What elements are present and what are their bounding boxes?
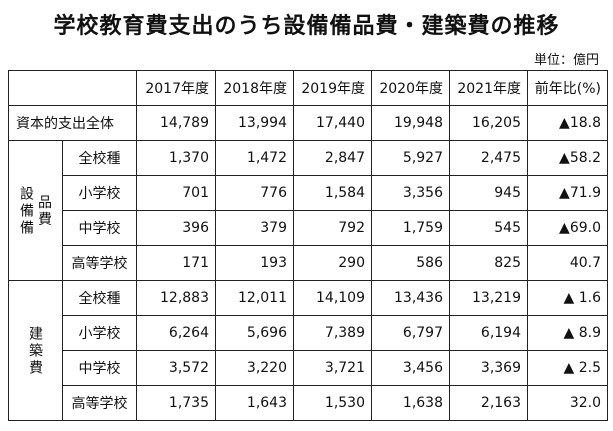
cell-value: 2,475: [449, 140, 528, 176]
cell-value: 379: [215, 210, 294, 246]
cell-value: 5,696: [215, 315, 294, 351]
table-row: 小学校 701 776 1,584 3,356 945 ▲71.9: [9, 175, 608, 211]
cell-value: 3,369: [449, 350, 528, 386]
column-header: 2019年度: [293, 70, 372, 106]
table-body: 資本的支出全体 14,789 13,994 17,440 19,948 16,205 ▲18…: [8, 105, 608, 421]
row-label: 全校種: [62, 280, 137, 316]
table-row: 資本的支出全体 14,789 13,994 17,440 19,948 16,205 ▲18…: [8, 105, 608, 141]
cell-value: 945: [449, 175, 528, 211]
table-row: 建築費 全校種 12,883 12,011 14,109 13,436 13,219 ▲ 1.…: [8, 280, 608, 421]
cell-value: 14,789: [136, 105, 216, 141]
row-group-cell: 品費設備備: [8, 140, 63, 281]
page-title: 学校教育費支出のうち設備備品費・建築費の推移: [53, 14, 560, 39]
row-label: 中学校: [62, 210, 137, 246]
data-table: 2017年度 2018年度 2019年度 2020年度 2021年度 前年比(%…: [8, 70, 608, 421]
column-header: 2017年度: [136, 70, 216, 106]
cell-yoy: ▲ 1.6: [527, 280, 608, 316]
group-label-text: 品費設備備: [20, 186, 52, 236]
cell-value: 6,264: [136, 315, 216, 351]
header-row: 2017年度 2018年度 2019年度 2020年度 2021年度 前年比(%…: [8, 70, 608, 106]
cell-yoy: ▲ 2.5: [527, 350, 608, 386]
cell-value: 13,219: [449, 280, 528, 316]
cell-value: 1,370: [136, 140, 216, 176]
cell-value: 545: [449, 210, 528, 246]
cell-value: 13,436: [371, 280, 450, 316]
column-header: 2018年度: [215, 70, 294, 106]
table-row: 品費設備備 全校種 1,370 1,472 2,847 5,927 2,475 ▲58.2: [8, 140, 608, 281]
cell-value: 171: [136, 245, 216, 281]
cell-value: 776: [215, 175, 294, 211]
cell-value: 3,220: [215, 350, 294, 386]
cell-value: 396: [136, 210, 216, 246]
table-row: 中学校 396 379 792 1,759 545 ▲69.0: [9, 210, 608, 246]
cell-value: 19,948: [371, 105, 450, 141]
table-row: 高等学校 1,735 1,643 1,530 1,638 2,163 32.0: [9, 385, 608, 421]
cell-value: 5,927: [371, 140, 450, 176]
cell-value: 3,356: [371, 175, 450, 211]
cell-value: 1,584: [293, 175, 372, 211]
column-header: 2020年度: [371, 70, 450, 106]
cell-yoy: 32.0: [527, 385, 608, 421]
cell-value: 586: [371, 245, 450, 281]
cell-value: 1,530: [293, 385, 372, 421]
cell-value: 17,440: [293, 105, 372, 141]
cell-value: 193: [215, 245, 294, 281]
row-label: 高等学校: [62, 245, 137, 281]
cell-value: 3,456: [371, 350, 450, 386]
cell-value: 3,572: [136, 350, 216, 386]
cell-value: 1,643: [215, 385, 294, 421]
row-label: 中学校: [62, 350, 137, 386]
cell-value: 2,163: [449, 385, 528, 421]
cell-value: 16,205: [449, 105, 528, 141]
cell-yoy: ▲58.2: [527, 140, 608, 176]
cell-value: 3,721: [293, 350, 372, 386]
cell-value: 6,194: [449, 315, 528, 351]
cell-value: 2,847: [293, 140, 372, 176]
cell-value: 12,883: [136, 280, 216, 316]
row-label: 高等学校: [62, 385, 137, 421]
cell-value: 7,389: [293, 315, 372, 351]
cell-value: 1,735: [136, 385, 216, 421]
corner-cell: [8, 70, 137, 106]
cell-value: 1,759: [371, 210, 450, 246]
cell-value: 1,638: [371, 385, 450, 421]
row-label: 全校種: [62, 140, 137, 176]
cell-value: 6,797: [371, 315, 450, 351]
cell-value: 1,472: [215, 140, 294, 176]
cell-value: 290: [293, 245, 372, 281]
group-label-text: 建築費: [29, 326, 43, 376]
group-label: 建築費: [29, 326, 43, 376]
row-label: 資本的支出全体: [8, 105, 137, 141]
cell-yoy: ▲71.9: [527, 175, 608, 211]
cell-value: 14,109: [293, 280, 372, 316]
cell-value: 701: [136, 175, 216, 211]
cell-value: 13,994: [215, 105, 294, 141]
group-label: 品費設備備: [20, 186, 52, 236]
cell-yoy: ▲18.8: [527, 105, 608, 141]
column-header: 前年比(%): [527, 70, 608, 106]
cell-yoy: ▲ 8.9: [527, 315, 608, 351]
table-row: 小学校 6,264 5,696 7,389 6,797 6,194 ▲ 8.9: [9, 315, 608, 351]
row-label: 小学校: [62, 315, 137, 351]
unit-label: 単位：億円: [533, 53, 599, 68]
cell-value: 12,011: [215, 280, 294, 316]
row-group-cell: 建築費: [8, 280, 63, 421]
table-row: 中学校 3,572 3,220 3,721 3,456 3,369 ▲ 2.5: [9, 350, 608, 386]
row-label: 小学校: [62, 175, 137, 211]
column-header: 2021年度: [449, 70, 528, 106]
cell-value: 792: [293, 210, 372, 246]
cell-yoy: ▲69.0: [527, 210, 608, 246]
cell-yoy: 40.7: [527, 245, 608, 281]
table-row: 高等学校 171 193 290 586 825 40.7: [9, 245, 608, 281]
cell-value: 825: [449, 245, 528, 281]
